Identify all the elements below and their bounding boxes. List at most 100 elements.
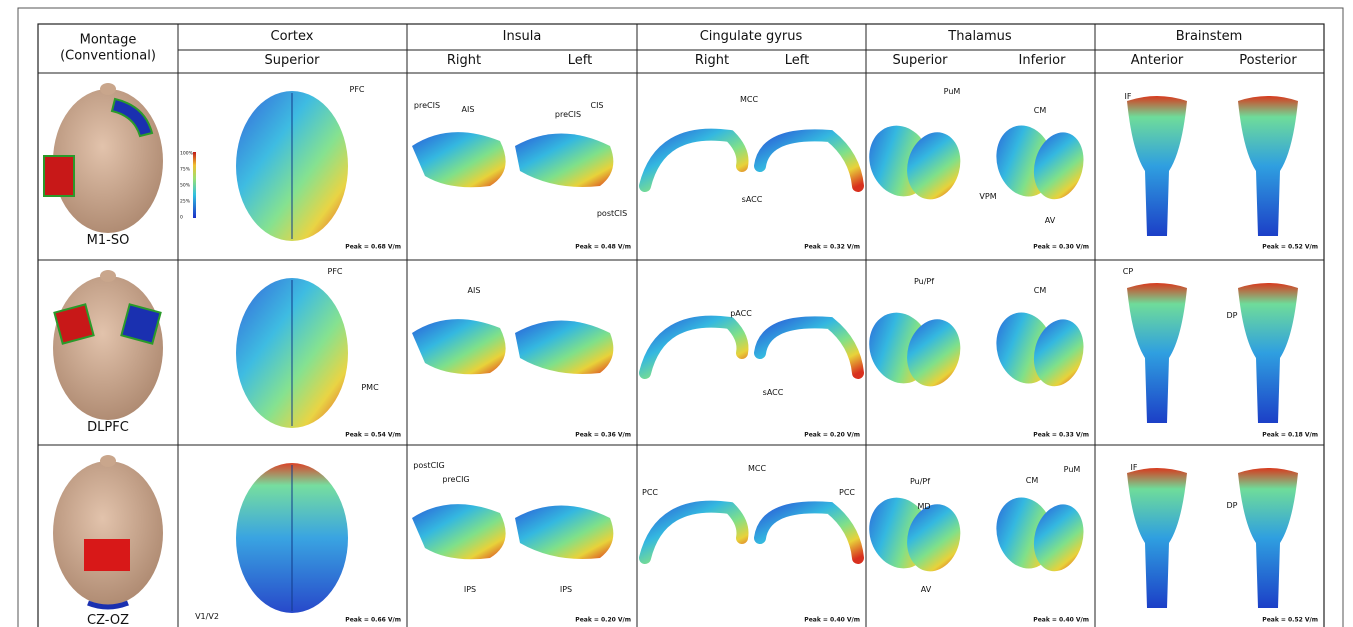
colorbar-label: 0 xyxy=(180,215,183,220)
region-label: IPS xyxy=(560,585,572,595)
region-label: CP xyxy=(1123,267,1133,277)
subcolumn-header: Inferior xyxy=(1019,53,1066,69)
region-label: PFC xyxy=(349,85,364,95)
cingulate-right xyxy=(645,507,743,558)
column-header: Montage (Conventional) xyxy=(53,32,163,63)
brainstem xyxy=(1127,96,1187,236)
brainstem xyxy=(1238,96,1298,236)
region-label: MD xyxy=(917,502,930,512)
head xyxy=(53,461,163,605)
colorbar-label: 25% xyxy=(180,199,190,204)
montage-name: M1-SO xyxy=(87,233,130,249)
peak-label: Peak = 0.68 V/m xyxy=(345,243,401,250)
region-label: MCC xyxy=(748,464,766,474)
region-label: sACC xyxy=(742,195,763,205)
peak-label: Peak = 0.52 V/m xyxy=(1262,243,1318,250)
electrode xyxy=(54,304,93,343)
peak-label: Peak = 0.20 V/m xyxy=(575,616,631,623)
nose xyxy=(100,270,116,282)
cingulate-left xyxy=(760,322,858,373)
region-label: CM xyxy=(1034,106,1047,116)
region-label: Pu/Pf xyxy=(910,477,930,487)
insula-right xyxy=(412,319,506,374)
peak-label: Peak = 0.33 V/m xyxy=(1033,431,1089,438)
region-label: CIS xyxy=(590,101,603,111)
insula-left xyxy=(515,506,613,560)
brainstem xyxy=(1127,283,1187,423)
region-label: IF xyxy=(1125,92,1132,102)
cingulate-right xyxy=(645,322,743,373)
subcolumn-header: Left xyxy=(785,53,809,69)
region-label: AIS xyxy=(462,105,475,115)
colorbar-label: 75% xyxy=(180,167,190,172)
cingulate-left xyxy=(760,135,858,186)
electrode xyxy=(121,304,160,343)
region-label: IF xyxy=(1131,463,1138,473)
peak-label: Peak = 0.32 V/m xyxy=(804,243,860,250)
region-label: MCC xyxy=(740,95,758,105)
column-header: Cingulate gyrus xyxy=(700,29,803,45)
region-label: postCIG xyxy=(413,461,444,471)
region-label: AV xyxy=(1045,216,1055,226)
peak-label: Peak = 0.36 V/m xyxy=(575,431,631,438)
subcolumn-header: Right xyxy=(695,53,729,69)
region-label: PMC xyxy=(361,383,378,393)
column-header: Thalamus xyxy=(948,29,1011,45)
region-label: PuM xyxy=(1064,465,1081,475)
column-header: Brainstem xyxy=(1176,29,1243,45)
region-label: DP xyxy=(1227,311,1238,321)
insula-right xyxy=(412,132,506,187)
region-label: sACC xyxy=(763,388,784,398)
subcolumn-header: Superior xyxy=(265,53,320,69)
subcolumn-header: Anterior xyxy=(1131,53,1183,69)
nose xyxy=(100,83,116,95)
region-label: AIS xyxy=(468,286,481,296)
subcolumn-header: Left xyxy=(568,53,592,69)
region-label: postCIS xyxy=(597,209,627,219)
region-label: preCIS xyxy=(414,101,440,111)
nose xyxy=(100,455,116,467)
figure-graphics xyxy=(0,0,1353,627)
figure: Montage (Conventional) Cortex Insula Cingul… xyxy=(0,0,1353,627)
subcolumn-header: Right xyxy=(447,53,481,69)
colorbar-label: 100% xyxy=(180,151,193,156)
brainstem xyxy=(1238,468,1298,608)
colorbar xyxy=(193,152,196,218)
peak-label: Peak = 0.48 V/m xyxy=(575,243,631,250)
region-label: DP xyxy=(1227,501,1238,511)
region-label: IPS xyxy=(464,585,476,595)
head xyxy=(53,276,163,420)
region-label: Pu/Pf xyxy=(914,277,934,287)
peak-label: Peak = 0.18 V/m xyxy=(1262,431,1318,438)
electrode xyxy=(44,156,74,196)
peak-label: Peak = 0.40 V/m xyxy=(804,616,860,623)
insula-right xyxy=(412,504,506,559)
montage-name: CZ-OZ xyxy=(87,613,129,627)
peak-label: Peak = 0.20 V/m xyxy=(804,431,860,438)
subcolumn-header: Posterior xyxy=(1239,53,1296,69)
brainstem xyxy=(1127,468,1187,608)
colorbar-label: 50% xyxy=(180,183,190,188)
column-header: Insula xyxy=(503,29,542,45)
region-label: CM xyxy=(1034,286,1047,296)
montage-name: DLPFC xyxy=(87,420,129,436)
cingulate-left xyxy=(760,507,858,558)
region-label: V1/V2 xyxy=(195,612,219,622)
peak-label: Peak = 0.40 V/m xyxy=(1033,616,1089,623)
peak-label: Peak = 0.66 V/m xyxy=(345,616,401,623)
peak-label: Peak = 0.52 V/m xyxy=(1262,616,1318,623)
region-label: pACC xyxy=(730,309,752,319)
peak-label: Peak = 0.54 V/m xyxy=(345,431,401,438)
electrode xyxy=(84,539,130,571)
subcolumn-header: Superior xyxy=(893,53,948,69)
region-label: PuM xyxy=(944,87,961,97)
region-label: CM xyxy=(1026,476,1039,486)
region-label: VPM xyxy=(979,192,996,202)
region-label: AV xyxy=(921,585,931,595)
peak-label: Peak = 0.30 V/m xyxy=(1033,243,1089,250)
column-header: Cortex xyxy=(271,29,314,45)
region-label: PCC xyxy=(642,488,658,498)
insula-left xyxy=(515,134,613,188)
region-label: PCC xyxy=(839,488,855,498)
insula-left xyxy=(515,321,613,375)
